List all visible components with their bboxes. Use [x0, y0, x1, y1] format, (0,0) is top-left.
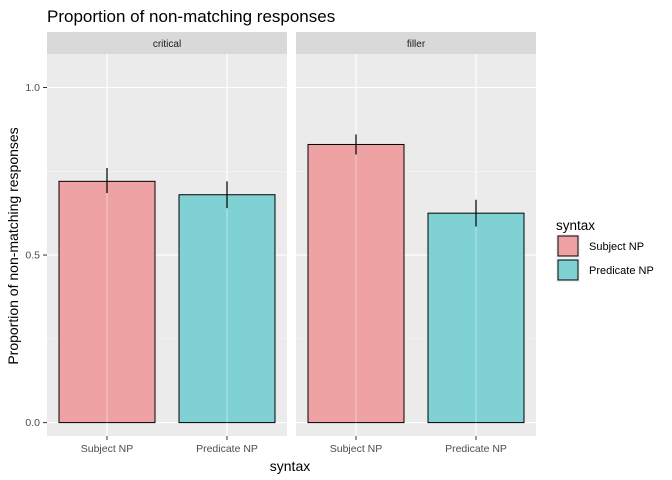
- legend-label: Predicate NP: [589, 265, 654, 277]
- legend-label: Subject NP: [589, 241, 644, 253]
- chart-title: Proportion of non-matching responses: [47, 7, 335, 26]
- legend-swatch: [557, 259, 579, 281]
- y-tick-label: 0.0: [25, 417, 40, 429]
- bar-filler-subject-np: [307, 143, 405, 424]
- bar-critical-subject-np: [58, 180, 156, 424]
- x-tick-label: Subject NP: [81, 443, 134, 455]
- bar-critical-predicate-np: [178, 194, 276, 424]
- y-tick-label: 1.0: [25, 82, 40, 94]
- bar-filler-predicate-np: [427, 212, 525, 424]
- facet-strip-filler: [296, 32, 536, 54]
- y-axis-title: Proportion of non-matching responses: [5, 127, 21, 364]
- legend-title: syntax: [556, 218, 595, 233]
- plot-area: critical Subject NP Predicate NP filler Subj…: [25, 32, 536, 455]
- legend: syntax Subject NP Predicate NP: [556, 218, 654, 282]
- facet-label-filler: filler: [407, 39, 426, 50]
- x-tick-label: Predicate NP: [445, 443, 507, 455]
- x-tick-label: Subject NP: [330, 443, 383, 455]
- legend-swatch: [557, 235, 579, 257]
- facet-label-critical: critical: [153, 39, 181, 50]
- x-axis-title: syntax: [270, 458, 310, 474]
- x-tick-label: Predicate NP: [196, 443, 258, 455]
- y-tick-label: 0.5: [25, 250, 40, 262]
- facet-strip-critical: [47, 32, 287, 54]
